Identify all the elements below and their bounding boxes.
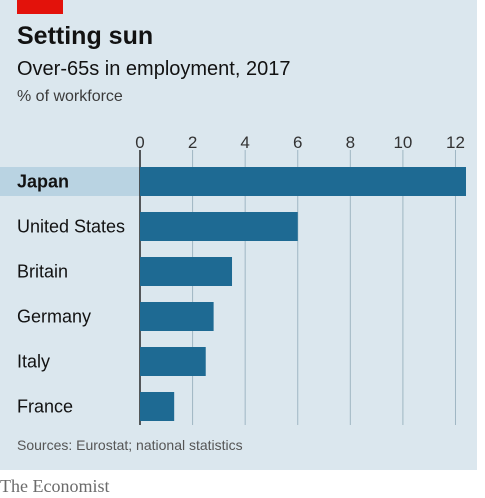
bar-japan	[140, 167, 466, 196]
category-label-britain: Britain	[17, 262, 68, 282]
bar-germany	[140, 302, 214, 331]
source-note: Sources: Eurostat; national statistics	[17, 437, 243, 453]
chart-title: Setting sun	[17, 22, 154, 50]
brand-red-tag	[17, 0, 63, 14]
bar-united-states	[140, 212, 298, 241]
publisher-brand: The Economist	[0, 476, 110, 496]
category-label-france: France	[17, 397, 73, 417]
category-label-united-states: United States	[17, 217, 125, 237]
category-label-italy: Italy	[17, 352, 50, 372]
x-tick-label: 10	[393, 133, 412, 152]
x-tick-label: 4	[240, 133, 249, 152]
x-tick-label: 6	[293, 133, 302, 152]
chart-unit: % of workforce	[17, 88, 123, 105]
chart-subtitle: Over-65s in employment, 2017	[17, 58, 291, 80]
category-label-japan: Japan	[17, 172, 69, 192]
bar-france	[140, 392, 175, 421]
category-label-germany: Germany	[17, 307, 91, 327]
bar-italy	[140, 347, 206, 376]
x-tick-label: 12	[446, 133, 465, 152]
bar-britain	[140, 257, 233, 286]
x-tick-label: 2	[188, 133, 197, 152]
x-tick-label: 0	[135, 133, 144, 152]
x-tick-label: 8	[346, 133, 355, 152]
bar-chart: Japan United States Britain Germany Italy Fra…	[0, 133, 466, 425]
highlight-band-japan	[0, 167, 140, 196]
